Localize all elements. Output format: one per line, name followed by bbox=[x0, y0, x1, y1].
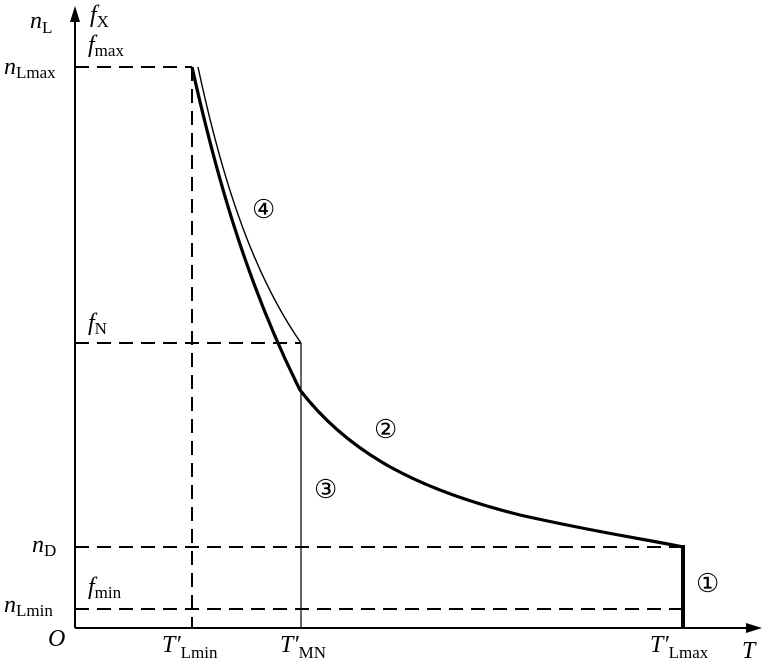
label-part: min bbox=[95, 583, 122, 602]
curve-label: ④ bbox=[252, 195, 275, 224]
x-arrow bbox=[746, 623, 762, 633]
label-part: n bbox=[32, 532, 44, 558]
label-part: MN bbox=[299, 643, 326, 662]
label-part: N bbox=[95, 319, 107, 338]
curve-4 bbox=[197, 66, 302, 344]
curve-label: ② bbox=[374, 415, 397, 444]
label-part: f bbox=[88, 574, 98, 600]
label-part: f bbox=[90, 2, 100, 28]
curve-2 bbox=[190, 66, 684, 549]
y-axis-label: nL bbox=[30, 8, 52, 37]
x-label: T′MN bbox=[280, 632, 326, 662]
inner-label: fmin bbox=[88, 574, 122, 602]
inner-label: fmax bbox=[88, 32, 124, 60]
x-label: T′Lmax bbox=[650, 632, 709, 662]
origin-label: O bbox=[48, 626, 65, 652]
label-part: T′ bbox=[280, 632, 299, 658]
left-label: nLmin bbox=[4, 592, 53, 620]
label-part: Lmin bbox=[16, 601, 53, 620]
label-part: X bbox=[97, 12, 109, 31]
curve-label: ③ bbox=[314, 475, 337, 504]
x-label: T′Lmin bbox=[162, 632, 218, 662]
label-part: f bbox=[88, 310, 98, 336]
label-part: max bbox=[95, 41, 125, 60]
label-part: n bbox=[30, 8, 42, 34]
label-part: T′ bbox=[650, 632, 669, 658]
label-part: Lmin bbox=[181, 643, 218, 662]
y-arrow bbox=[70, 6, 80, 22]
label-part: Lmax bbox=[669, 643, 709, 662]
label-part: D bbox=[44, 541, 56, 560]
curve-label: ① bbox=[696, 569, 719, 598]
label-part: T′ bbox=[162, 632, 181, 658]
left-label: nD bbox=[32, 532, 56, 560]
label-part: n bbox=[4, 54, 16, 80]
y2-axis-label: fX bbox=[90, 2, 109, 31]
label-part: Lmax bbox=[16, 63, 56, 82]
label-part: L bbox=[42, 18, 52, 37]
left-label: nLmax bbox=[4, 54, 56, 82]
x-axis-label: T bbox=[742, 638, 757, 664]
label-part: f bbox=[88, 32, 98, 58]
inner-label: fN bbox=[88, 310, 107, 338]
label-part: n bbox=[4, 592, 16, 618]
